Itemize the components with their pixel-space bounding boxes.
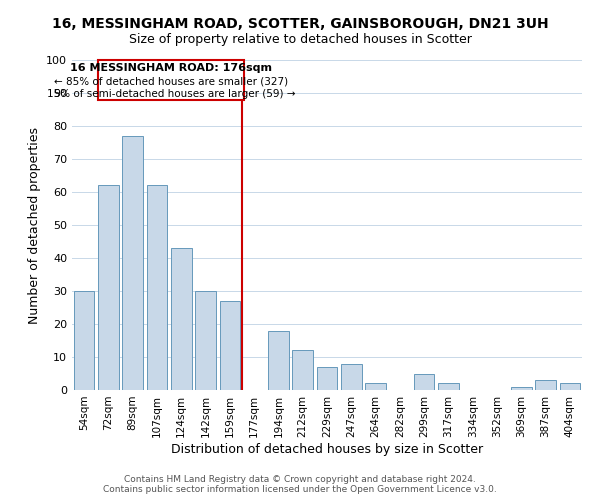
Bar [365, 384, 386, 390]
Text: ← 85% of detached houses are smaller (327): ← 85% of detached houses are smaller (32… [54, 76, 288, 86]
Bar [122, 136, 143, 390]
Text: Contains HM Land Registry data © Crown copyright and database right 2024.: Contains HM Land Registry data © Crown c… [124, 474, 476, 484]
Bar [74, 291, 94, 390]
Bar [535, 380, 556, 390]
Text: 15% of semi-detached houses are larger (59) →: 15% of semi-detached houses are larger (… [47, 88, 295, 99]
Bar [98, 186, 119, 390]
Text: 16 MESSINGHAM ROAD: 176sqm: 16 MESSINGHAM ROAD: 176sqm [70, 63, 272, 73]
X-axis label: Distribution of detached houses by size in Scotter: Distribution of detached houses by size … [171, 442, 483, 456]
Text: 16, MESSINGHAM ROAD, SCOTTER, GAINSBOROUGH, DN21 3UH: 16, MESSINGHAM ROAD, SCOTTER, GAINSBOROU… [52, 18, 548, 32]
Text: Contains public sector information licensed under the Open Government Licence v3: Contains public sector information licen… [103, 484, 497, 494]
Bar [438, 384, 459, 390]
Bar [414, 374, 434, 390]
Bar [220, 301, 240, 390]
Bar [268, 330, 289, 390]
FancyBboxPatch shape [98, 60, 244, 100]
Bar [171, 248, 191, 390]
Y-axis label: Number of detached properties: Number of detached properties [28, 126, 41, 324]
Bar [292, 350, 313, 390]
Bar [146, 186, 167, 390]
Bar [560, 384, 580, 390]
Bar [195, 291, 216, 390]
Bar [511, 386, 532, 390]
Bar [317, 367, 337, 390]
Text: Size of property relative to detached houses in Scotter: Size of property relative to detached ho… [128, 32, 472, 46]
Bar [341, 364, 362, 390]
